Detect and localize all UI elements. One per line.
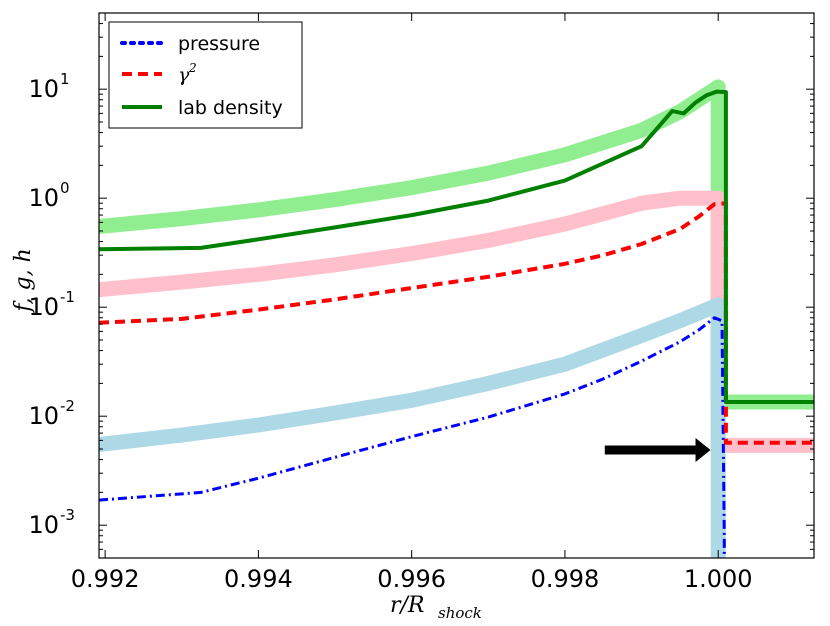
axis-labels: r/R shock f, g, h [11,248,482,622]
reference-curve-lab-density-analytic [99,79,814,410]
x-axis-label-subscript: shock [438,604,482,622]
series-line-pressure [99,316,726,558]
legend-label-pressure: pressure [178,33,260,55]
x-tick-label: 0.996 [377,565,446,593]
y-tick-exponent: -1 [60,288,75,306]
reference-curve-analytic [99,190,814,453]
y-tick-exponent: 0 [60,179,70,197]
plot-frame [98,12,815,559]
y-tick-exponent: 1 [60,70,70,88]
legend-label-superscript: 2 [188,61,197,75]
y-tick-label: 10 [28,402,59,430]
y-tick-label: 10 [28,184,59,212]
x-tick-label: 0.998 [531,565,600,593]
legend-label-gamma-squared: γ [178,64,190,86]
reference-curve-pressure-analytic [99,297,726,558]
y-axis-label: f, g, h [11,248,36,314]
arrow-annotation-head [695,437,711,462]
y-tick-exponent: -3 [60,506,75,524]
y-tick-label: 10 [28,75,59,103]
legend-label-lab-density: lab density [178,97,283,119]
y-tick-exponent: -2 [60,397,75,415]
series-line-gamma-squared [99,201,814,445]
y-tick-label: 10 [28,511,59,539]
x-tick-label: 1.000 [684,565,753,593]
x-tick-label: 0.994 [224,565,293,593]
legend: pressure γ 2 lab density [108,21,303,129]
x-tick-label: 0.992 [71,565,140,593]
series-line-lab-density [99,89,814,404]
x-axis-label: r/R [390,593,425,618]
plot-area [99,79,814,558]
y-tick-label: 10 [28,293,59,321]
